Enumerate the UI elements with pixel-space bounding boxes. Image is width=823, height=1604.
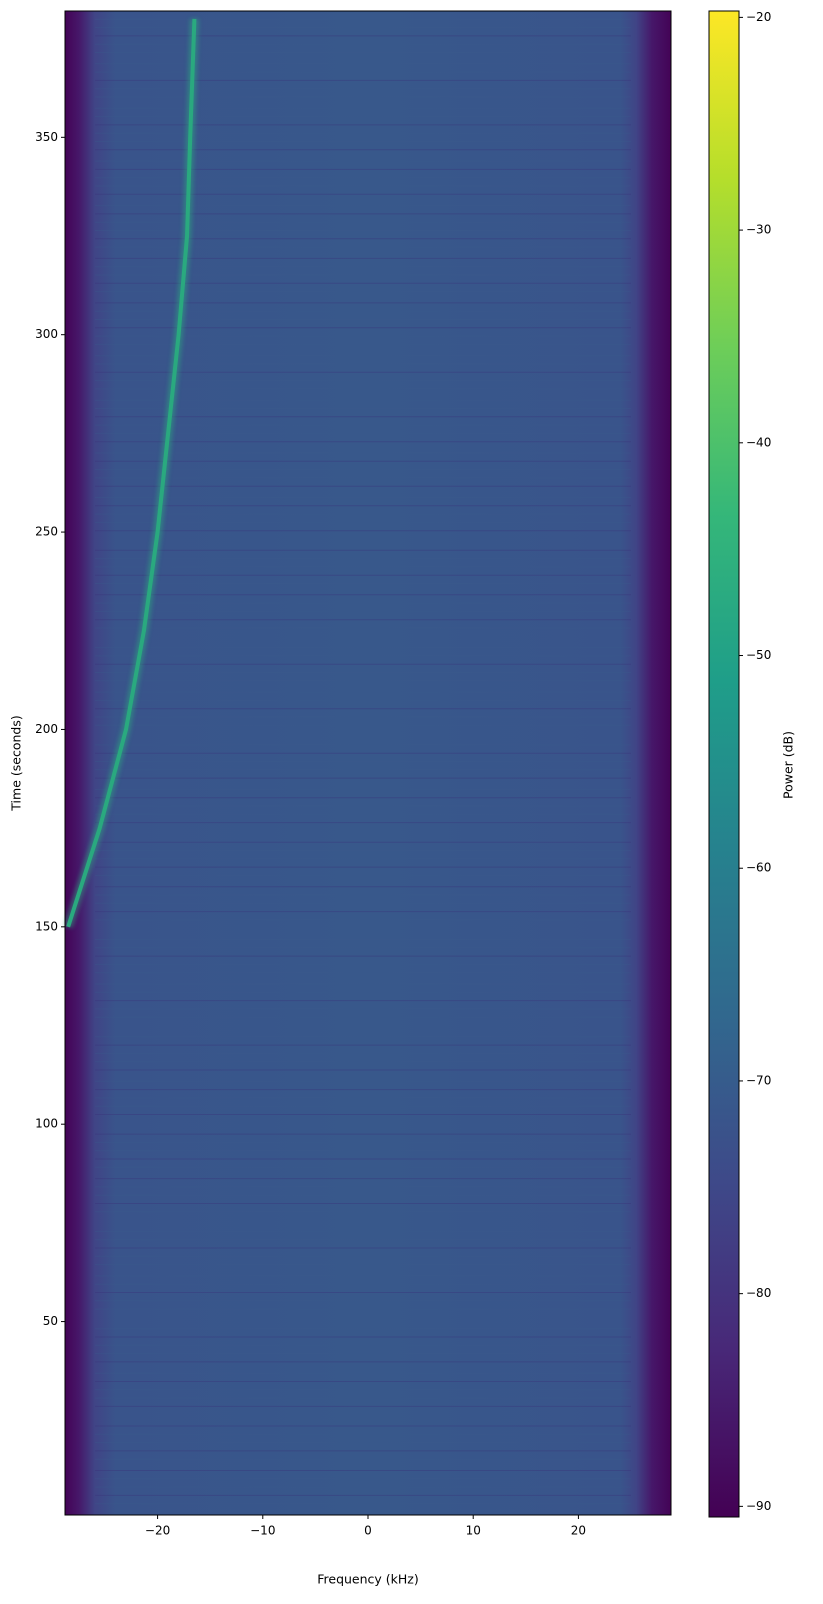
colorbar-tick-label: −80 (746, 1286, 771, 1300)
spectrogram-floor (65, 11, 671, 1515)
y-tick-label: 200 (35, 722, 58, 736)
colorbar-tick-label: −50 (746, 648, 771, 662)
y-tick-label: 250 (35, 525, 58, 539)
colorbar-tick-label: −30 (746, 223, 771, 237)
colorbar-tick-label: −70 (746, 1073, 771, 1087)
y-axis-label: Time (seconds) (9, 715, 24, 811)
colorbar-label: Power (dB) (781, 731, 796, 799)
colorbar-tick-label: −40 (746, 435, 771, 449)
y-tick-label: 100 (35, 1117, 58, 1131)
colorbar-tick-label: −20 (746, 10, 771, 24)
colorbar-tick-label: −90 (746, 1499, 771, 1513)
x-axis-label: Frequency (kHz) (317, 1572, 419, 1587)
signal-trace (66, 18, 197, 928)
y-tick-label: 350 (35, 130, 58, 144)
y-tick-label: 50 (43, 1314, 58, 1328)
x-tick-label: −10 (250, 1524, 275, 1538)
x-tick-label: −20 (145, 1524, 170, 1538)
x-tick-label: 0 (364, 1524, 372, 1538)
x-tick-label: 10 (466, 1524, 481, 1538)
x-tick-label: 20 (571, 1524, 586, 1538)
y-tick-label: 150 (35, 919, 58, 933)
colorbar (708, 10, 740, 1518)
y-tick-label: 300 (35, 327, 58, 341)
colorbar-tick-label: −60 (746, 861, 771, 875)
